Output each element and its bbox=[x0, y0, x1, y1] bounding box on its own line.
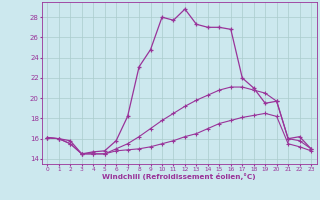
X-axis label: Windchill (Refroidissement éolien,°C): Windchill (Refroidissement éolien,°C) bbox=[102, 173, 256, 180]
